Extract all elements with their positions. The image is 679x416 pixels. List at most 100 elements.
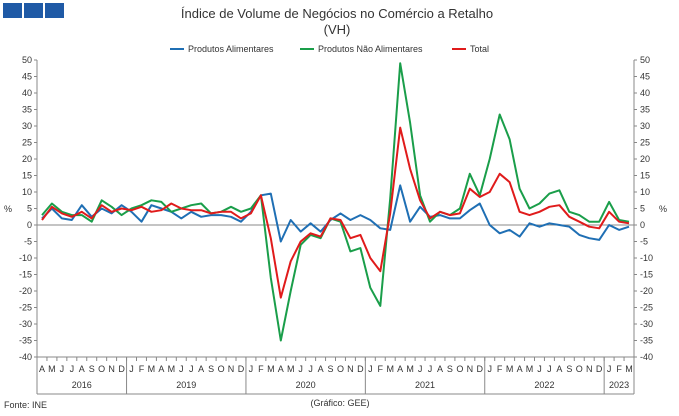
x-month-label: F xyxy=(378,364,384,374)
x-month-label: J xyxy=(189,364,194,374)
x-month-label: J xyxy=(607,364,612,374)
x-month-label: M xyxy=(48,364,56,374)
y-tick-label-right: -40 xyxy=(640,352,653,362)
x-month-label: A xyxy=(517,364,523,374)
x-month-label: A xyxy=(437,364,443,374)
x-month-label: D xyxy=(477,364,484,374)
x-month-label: M xyxy=(287,364,295,374)
legend: Produtos Alimentares Produtos Não Aliment… xyxy=(170,44,489,54)
x-month-label: S xyxy=(89,364,95,374)
x-month-label: M xyxy=(526,364,534,374)
x-month-label: J xyxy=(298,364,303,374)
y-tick-label-right: 5 xyxy=(640,204,645,214)
x-year-label: 2021 xyxy=(415,380,435,390)
x-month-label: S xyxy=(447,364,453,374)
ine-logo-icon xyxy=(3,3,64,18)
x-month-label: S xyxy=(566,364,572,374)
legend-label: Produtos Não Alimentares xyxy=(318,44,423,54)
y-tick-label-left: -20 xyxy=(19,286,32,296)
x-month-label: O xyxy=(576,364,583,374)
x-month-label: A xyxy=(158,364,164,374)
x-month-label: D xyxy=(357,364,364,374)
y-tick-label-left: 30 xyxy=(22,121,32,131)
y-tick-label-right: -20 xyxy=(640,286,653,296)
y-tick-label-right: -30 xyxy=(640,319,653,329)
x-month-label: N xyxy=(228,364,235,374)
x-month-label: M xyxy=(148,364,156,374)
y-tick-label-right: -10 xyxy=(640,253,653,263)
x-month-label: N xyxy=(586,364,593,374)
x-month-label: M xyxy=(168,364,176,374)
x-month-label: F xyxy=(139,364,145,374)
y-tick-label-left: 0 xyxy=(27,220,32,230)
y-tick-label-right: 35 xyxy=(640,105,650,115)
x-month-label: M xyxy=(267,364,275,374)
y-tick-label-right: -5 xyxy=(640,237,648,247)
x-month-label: A xyxy=(556,364,562,374)
source-note: Fonte: INE xyxy=(4,400,47,410)
x-month-label: J xyxy=(179,364,184,374)
x-month-label: J xyxy=(60,364,65,374)
x-month-label: M xyxy=(625,364,633,374)
x-year-label: 2016 xyxy=(72,380,92,390)
y-tick-label-left: 20 xyxy=(22,154,32,164)
y-tick-label-left: -25 xyxy=(19,303,32,313)
x-year-label: 2022 xyxy=(534,380,554,390)
x-month-label: O xyxy=(98,364,105,374)
y-tick-label-left: 40 xyxy=(22,88,32,98)
x-month-label: J xyxy=(537,364,542,374)
y-tick-label-right: 30 xyxy=(640,121,650,131)
y-tick-label-right: 15 xyxy=(640,171,650,181)
y-tick-label-left: 35 xyxy=(22,105,32,115)
x-month-label: A xyxy=(278,364,284,374)
x-month-label: S xyxy=(328,364,334,374)
series-line-0 xyxy=(41,184,630,243)
y-tick-label-right: 10 xyxy=(640,187,650,197)
x-month-label: O xyxy=(337,364,344,374)
y-axis-right: -40 -35 -30 -25 -20 -15 -10 -5 0 5 10 15 20 25 30 35 40 4… xyxy=(633,55,653,362)
x-year-label: 2023 xyxy=(609,380,629,390)
y-axis-left-label: % xyxy=(4,204,12,214)
legend-label: Produtos Alimentares xyxy=(188,44,274,54)
chart-subtitle: (VH) xyxy=(324,22,351,37)
y-tick-label-right: 20 xyxy=(640,154,650,164)
y-tick-label-left: -40 xyxy=(19,352,32,362)
y-tick-label-right: 40 xyxy=(640,88,650,98)
x-month-label: N xyxy=(467,364,474,374)
y-tick-label-left: 10 xyxy=(22,187,32,197)
x-month-label: A xyxy=(397,364,403,374)
y-tick-label-left: 50 xyxy=(22,55,32,65)
x-month-label: A xyxy=(318,364,324,374)
y-tick-label-right: -25 xyxy=(640,303,653,313)
x-year-label: 2019 xyxy=(176,380,196,390)
x-month-label: O xyxy=(456,364,463,374)
y-tick-label-left: -15 xyxy=(19,270,32,280)
x-month-label: D xyxy=(596,364,603,374)
y-tick-label-right: 50 xyxy=(640,55,650,65)
y-tick-label-left: 15 xyxy=(22,171,32,181)
x-month-label: A xyxy=(198,364,204,374)
legend-label: Total xyxy=(470,44,489,54)
x-month-label: N xyxy=(347,364,354,374)
x-month-label: N xyxy=(108,364,115,374)
y-tick-label-right: 45 xyxy=(640,72,650,82)
x-month-label: M xyxy=(386,364,394,374)
y-tick-label-left: 45 xyxy=(22,72,32,82)
y-tick-label-right: 0 xyxy=(640,220,645,230)
x-month-label: O xyxy=(218,364,225,374)
x-month-label: J xyxy=(487,364,492,374)
y-axis-left: -40 -35 -30 -25 -20 -15 -10 -5 0 5 10 15 20 25 30 35 40 4… xyxy=(19,55,38,362)
x-month-label: J xyxy=(249,364,254,374)
y-tick-label-left: -10 xyxy=(19,253,32,263)
x-month-label: A xyxy=(39,364,45,374)
x-month-label: M xyxy=(506,364,514,374)
x-month-label: F xyxy=(258,364,264,374)
x-month-label: S xyxy=(208,364,214,374)
x-month-label: J xyxy=(428,364,433,374)
x-month-label: F xyxy=(497,364,503,374)
x-month-label: M xyxy=(406,364,414,374)
credit-note: (Gráfico: GEE) xyxy=(310,398,369,408)
y-tick-label-left: 25 xyxy=(22,138,32,148)
chart-title: Índice de Volume de Negócios no Comércio… xyxy=(181,6,493,21)
